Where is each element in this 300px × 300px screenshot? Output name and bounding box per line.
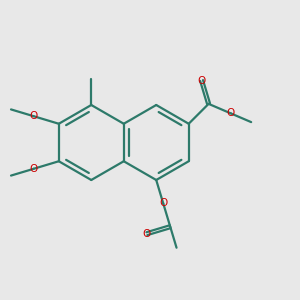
Text: O: O bbox=[159, 198, 167, 208]
Text: O: O bbox=[197, 76, 206, 85]
Text: O: O bbox=[143, 229, 151, 239]
Text: O: O bbox=[29, 111, 38, 121]
Text: O: O bbox=[227, 109, 235, 118]
Text: O: O bbox=[29, 164, 38, 174]
